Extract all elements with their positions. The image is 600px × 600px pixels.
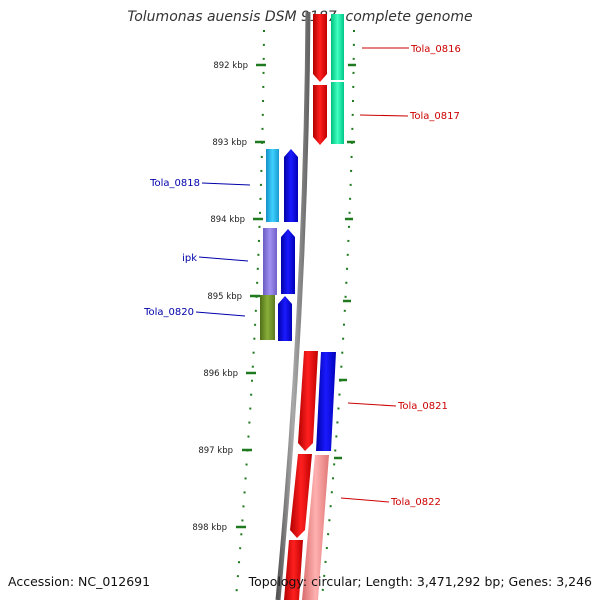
tick-label-893: 893 kbp <box>212 138 247 148</box>
gene-tola-0820-cds[interactable] <box>278 296 292 341</box>
tick-label-895: 895 kbp <box>207 292 242 302</box>
gene-tola-0822-cds[interactable] <box>284 454 312 600</box>
gene-tola-0820-cog[interactable] <box>260 295 275 340</box>
gene-tola-0816-cds[interactable] <box>313 14 327 82</box>
label-tola-0818[interactable]: Tola_0818 <box>149 178 200 189</box>
gene-ipk-cog[interactable] <box>263 228 277 295</box>
tick-marks <box>236 63 266 529</box>
gene-tola-0822-cog[interactable] <box>302 455 329 600</box>
gene-tola-0816-cog[interactable] <box>331 14 344 80</box>
genome-summary-text: Topology: circular; Length: 3,471,292 bp… <box>248 574 592 589</box>
gene-tola-0817-cog[interactable] <box>331 82 344 144</box>
gene-tola-0818-cog[interactable] <box>266 149 279 222</box>
gene-tola-0821-cog[interactable] <box>316 352 336 451</box>
tick-labels: 892 kbp 893 kbp 894 kbp 895 kbp 896 kbp … <box>192 61 248 533</box>
tick-label-897: 897 kbp <box>198 446 233 456</box>
gene-ipk-cds[interactable] <box>281 229 295 294</box>
genome-backbone <box>275 11 311 600</box>
accession-text: Accession: NC_012691 <box>8 574 151 589</box>
leader-lines <box>195 47 409 503</box>
tick-marks-right <box>334 63 356 460</box>
label-tola-0816[interactable]: Tola_0816 <box>410 44 461 55</box>
tick-label-894: 894 kbp <box>210 215 245 225</box>
label-tola-0820[interactable]: Tola_0820 <box>143 307 194 318</box>
tick-label-892: 892 kbp <box>213 61 248 71</box>
label-tola-0821[interactable]: Tola_0821 <box>397 401 448 412</box>
label-tola-0817[interactable]: Tola_0817 <box>409 111 460 122</box>
dotted-track-left <box>235 29 265 599</box>
map-title: Tolumonas auensis DSM 9187, complete gen… <box>127 9 473 25</box>
label-tola-0822[interactable]: Tola_0822 <box>390 497 441 508</box>
gene-tola-0821-cds[interactable] <box>298 351 318 451</box>
tick-label-898: 898 kbp <box>192 523 227 533</box>
gene-tola-0818-cds[interactable] <box>284 149 298 222</box>
gene-labels: Tola_0816 Tola_0817 Tola_0818 ipk Tola_0… <box>143 44 461 508</box>
gene-tola-0817-cds[interactable] <box>313 85 327 145</box>
label-ipk[interactable]: ipk <box>182 253 197 264</box>
tick-label-896: 896 kbp <box>203 369 238 379</box>
